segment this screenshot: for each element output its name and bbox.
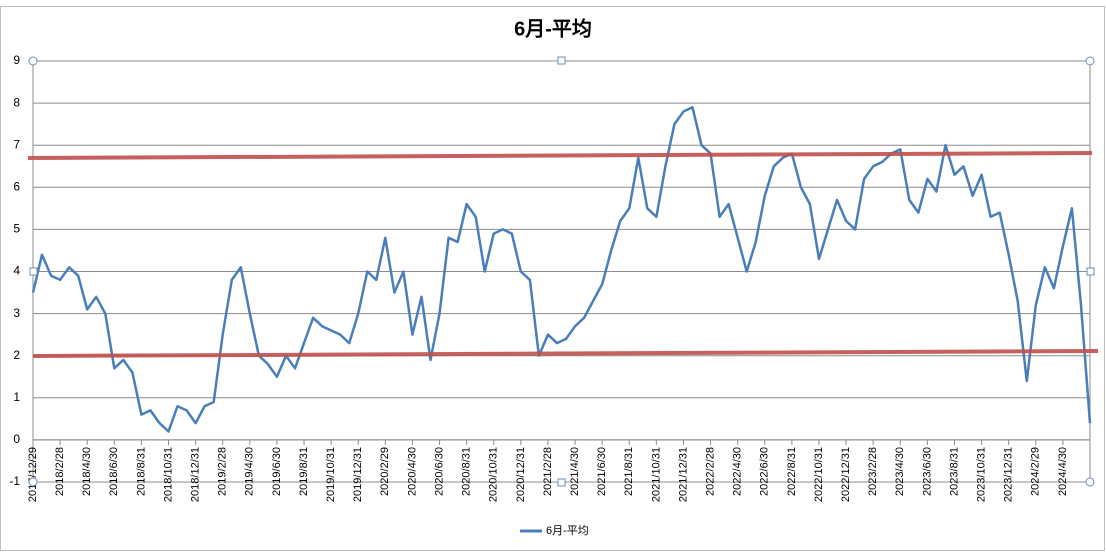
y-tick-label: 7 xyxy=(13,137,20,151)
x-tick-label: 2023/10/31 xyxy=(975,447,987,502)
x-tick-label: 2022/6/30 xyxy=(759,447,771,496)
x-tick-label: 2023/2/28 xyxy=(867,447,879,496)
x-tick-label: 2020/12/31 xyxy=(515,447,527,502)
x-tick-label: 2022/4/30 xyxy=(732,447,744,496)
x-tick-label: 2021/12/31 xyxy=(677,447,689,502)
x-tick-label: 2021/6/30 xyxy=(596,447,608,496)
y-tick-label: 2 xyxy=(13,348,20,362)
handle xyxy=(1086,267,1095,276)
handle xyxy=(1085,56,1095,66)
x-tick-label: 2019/10/31 xyxy=(325,447,337,502)
handle xyxy=(28,477,38,487)
x-tick-label: 2023/6/30 xyxy=(921,447,933,496)
y-tick-label: 6 xyxy=(13,179,20,193)
x-tick-label: 2018/10/31 xyxy=(162,447,174,502)
x-tick-label: 2022/2/28 xyxy=(704,447,716,496)
trend-line-upper xyxy=(27,151,1093,160)
trend-line-lower xyxy=(32,349,1099,358)
x-tick-label: 2019/4/30 xyxy=(244,447,256,496)
chart-frame xyxy=(0,6,1105,551)
x-tick-label: 2021/4/30 xyxy=(569,447,581,496)
y-tick-label: 8 xyxy=(13,95,20,109)
y-tick-label: -1 xyxy=(9,474,20,488)
data-line xyxy=(31,106,1092,433)
x-tick-label: 2021/10/31 xyxy=(650,447,662,502)
handle xyxy=(1085,477,1095,487)
x-tick-label: 2024/2/29 xyxy=(1030,447,1042,496)
y-tick-label: 3 xyxy=(13,306,20,320)
selection-handles xyxy=(28,56,1095,487)
x-tick-label: 2023/12/31 xyxy=(1003,447,1015,502)
handle xyxy=(28,56,38,66)
y-tick-label: 0 xyxy=(13,432,20,446)
x-tick-label: 2019/2/28 xyxy=(217,447,229,496)
legend-label: 6月-平均 xyxy=(546,524,589,537)
y-tick-label: 5 xyxy=(13,222,20,236)
handle xyxy=(557,56,566,65)
handle xyxy=(29,267,38,276)
x-tick-label: 2020/2/29 xyxy=(379,447,391,496)
x-tick-label: 2020/6/30 xyxy=(433,447,445,496)
x-tick-label: 2018/4/30 xyxy=(81,447,93,496)
x-tick-label: 2019/6/30 xyxy=(271,447,283,496)
x-tick-label: 2023/4/30 xyxy=(894,447,906,496)
x-tick-label: 2018/8/31 xyxy=(135,447,147,496)
chart-title: 6月-平均 xyxy=(514,16,592,40)
x-tick-label: 2021/8/31 xyxy=(623,447,635,496)
x-tick-label: 2020/8/31 xyxy=(461,447,473,496)
x-tick-label: 2019/8/31 xyxy=(298,447,310,496)
x-tick-label: 2018/2/28 xyxy=(54,447,66,496)
x-tick-label: 2018/12/31 xyxy=(190,447,202,502)
x-tick-label: 2017/12/29 xyxy=(27,447,39,502)
x-tick-label: 2019/12/31 xyxy=(352,447,364,502)
handle xyxy=(557,478,566,487)
x-tick-label: 2020/4/30 xyxy=(406,447,418,496)
x-tick-label: 2022/8/31 xyxy=(786,447,798,496)
x-tick-label: 2018/6/30 xyxy=(108,447,120,496)
x-tick-label: 2021/2/28 xyxy=(542,447,554,496)
x-tick-label: 2020/10/31 xyxy=(488,447,500,502)
x-tick-label: 2022/12/31 xyxy=(840,447,852,502)
y-tick-label: 9 xyxy=(13,53,20,67)
x-tick-label: 2022/10/31 xyxy=(813,447,825,502)
x-tick-label: 2023/8/31 xyxy=(948,447,960,496)
x-tick-label: 2024/4/30 xyxy=(1057,447,1069,496)
y-tick-label: 1 xyxy=(13,390,20,404)
y-tick-label: 4 xyxy=(13,264,20,278)
